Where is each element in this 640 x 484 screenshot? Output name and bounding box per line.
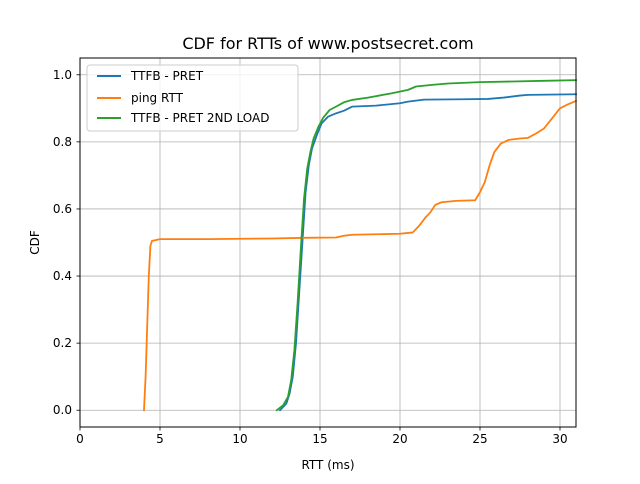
y-tick-label: 0.2 [53,336,72,350]
x-tick-label: 15 [312,432,327,446]
legend-label-ttfb-pret: TTFB - PRET [130,69,204,83]
y-tick-label: 0.6 [53,202,72,216]
chart-title: CDF for RTTs of www.postsecret.com [182,34,473,53]
axis-ticks: 0 5 10 15 20 25 30 0.0 0.2 0.4 0.6 0.8 1.0 [53,68,568,446]
legend: TTFB - PRET ping RTT TTFB - PRET 2ND LOA… [86,64,299,132]
plot-frame [79,57,577,428]
x-tick-label: 5 [156,432,164,446]
x-tick-label: 30 [552,432,567,446]
y-tick-label: 0.8 [53,135,72,149]
y-tick-label: 1.0 [53,68,72,82]
x-tick-label: 20 [392,432,407,446]
y-tick-label: 0.4 [53,269,72,283]
x-axis-label: RTT (ms) [301,458,354,472]
x-tick-label: 0 [76,432,84,446]
legend-box [86,64,299,132]
x-tick-label: 10 [232,432,247,446]
legend-label-ttfb-pret-2nd-load: TTFB - PRET 2ND LOAD [130,111,269,125]
y-axis-label: CDF [28,230,42,255]
series-line-ttfb-pret [278,93,577,412]
series-line-ping-rtt [143,99,578,412]
legend-label-ping-rtt: ping RTT [131,91,184,105]
y-tick-label: 0.0 [53,403,72,417]
x-tick-label: 25 [472,432,487,446]
series-line-ttfb-pret-2nd-load [275,79,577,412]
series-lines [143,79,578,412]
